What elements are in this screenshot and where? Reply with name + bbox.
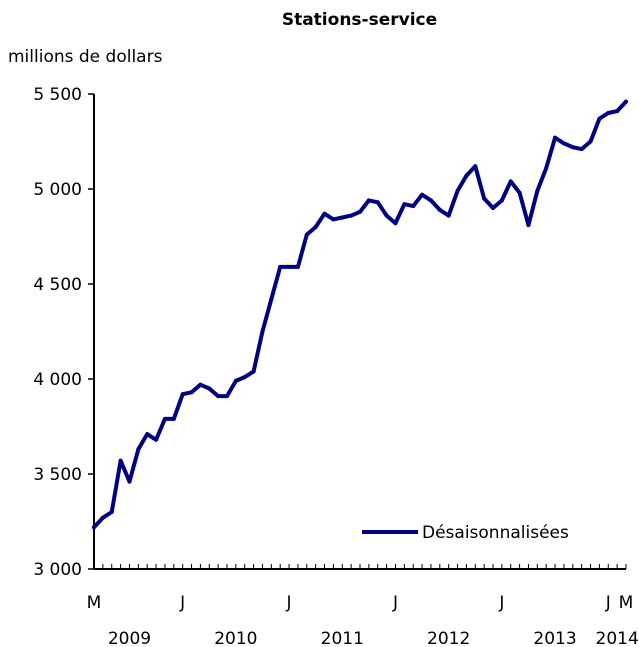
- data-point: [588, 139, 593, 144]
- data-point: [171, 416, 176, 421]
- data-point: [145, 432, 150, 437]
- data-point: [189, 390, 194, 395]
- data-point: [553, 135, 558, 140]
- data-point: [411, 204, 416, 209]
- data-point: [561, 141, 566, 146]
- data-point: [216, 394, 221, 399]
- x-month-label: J: [179, 593, 185, 613]
- x-month-label: J: [498, 593, 504, 613]
- y-tick-label: 3 000: [33, 560, 82, 580]
- data-point: [437, 207, 442, 212]
- data-point: [615, 109, 620, 114]
- data-point: [180, 392, 185, 397]
- chart-title: Stations-service: [281, 10, 438, 30]
- data-point: [225, 394, 229, 399]
- legend-label: Désaisonnalisées: [422, 523, 569, 543]
- data-point: [624, 99, 628, 104]
- data-point: [207, 386, 212, 391]
- data-point: [579, 147, 584, 152]
- data-point: [295, 264, 300, 269]
- x-month-label: J: [286, 593, 292, 613]
- data-point: [597, 116, 602, 121]
- data-point: [482, 196, 487, 201]
- data-point: [606, 111, 611, 115]
- data-point: [154, 437, 159, 442]
- data-point: [428, 198, 433, 203]
- data-point: [420, 192, 425, 197]
- data-point: [260, 329, 265, 334]
- x-year-label: 2010: [214, 629, 257, 647]
- data-point: [322, 211, 327, 216]
- y-tick-label: 5 000: [33, 180, 82, 200]
- data-point: [118, 458, 123, 463]
- x-year-label: 2012: [427, 629, 470, 647]
- series-line: [92, 99, 628, 530]
- y-tick-label: 4 500: [33, 275, 82, 295]
- data-point: [136, 447, 141, 452]
- data-point: [446, 213, 451, 218]
- data-point: [526, 223, 531, 228]
- y-tick-label: 4 000: [33, 370, 82, 390]
- x-year-label: 2009: [108, 629, 151, 647]
- data-point: [570, 145, 575, 150]
- data-point: [109, 510, 114, 514]
- data-point: [269, 297, 274, 302]
- x-year-label: 2011: [321, 629, 364, 647]
- data-point: [127, 479, 132, 484]
- x-month-label: J: [392, 593, 398, 613]
- data-point: [304, 232, 309, 237]
- data-point: [198, 382, 203, 387]
- data-point: [349, 213, 354, 218]
- data-point: [402, 202, 407, 207]
- data-point: [393, 221, 398, 226]
- data-point: [384, 213, 389, 218]
- data-point: [100, 515, 105, 520]
- data-point: [455, 188, 460, 193]
- data-point: [473, 164, 478, 169]
- data-point: [464, 173, 469, 178]
- data-point: [499, 198, 504, 203]
- data-point: [366, 198, 371, 203]
- data-point: [162, 416, 167, 421]
- x-month-label: J: [605, 593, 611, 613]
- data-point: [535, 188, 540, 193]
- data-point: [491, 206, 495, 210]
- data-point: [242, 375, 247, 380]
- data-point: [278, 264, 283, 269]
- x-year-label: 2013: [533, 629, 576, 647]
- data-point: [92, 525, 96, 530]
- y-tick-label: 5 500: [33, 85, 82, 105]
- data-point: [287, 264, 292, 269]
- x-year-label: 2014: [596, 629, 639, 647]
- y-axis-unit-label: millions de dollars: [8, 47, 163, 67]
- data-point: [233, 378, 238, 383]
- data-point: [313, 225, 318, 229]
- y-tick-label: 3 500: [33, 465, 82, 485]
- data-point: [331, 217, 336, 222]
- data-point: [340, 215, 345, 220]
- data-point: [508, 179, 513, 184]
- data-point: [358, 209, 362, 214]
- data-point: [375, 200, 380, 205]
- data-point: [544, 166, 549, 171]
- data-point: [251, 369, 256, 374]
- data-point: [517, 190, 522, 195]
- x-month-label: M: [87, 593, 102, 613]
- x-month-label: M: [619, 593, 634, 613]
